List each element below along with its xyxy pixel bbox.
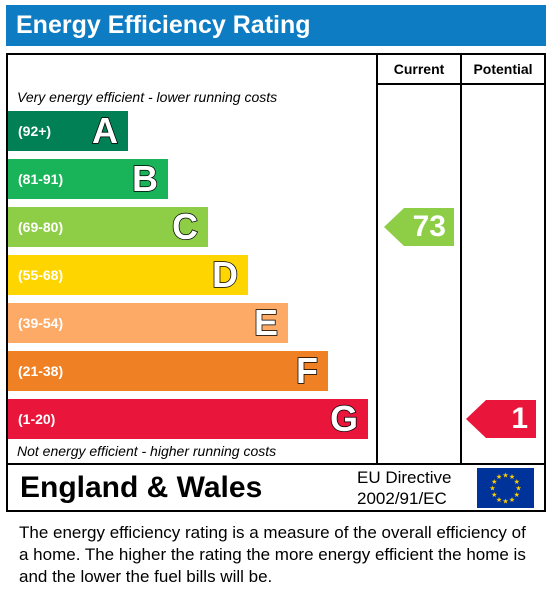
- band-d: (55-68) D: [8, 253, 248, 296]
- band-letter: C: [171, 205, 199, 248]
- flag-star: ★: [514, 491, 520, 499]
- band-c: (69-80) C: [8, 205, 208, 248]
- band-g: (1-20) G: [8, 397, 368, 440]
- eu-flag-icon: ★ ★ ★ ★ ★ ★ ★ ★ ★ ★ ★ ★: [477, 468, 534, 508]
- band-range-label: (69-80): [18, 219, 64, 235]
- directive-line-1: EU Directive: [357, 468, 452, 487]
- potential-rating-arrow: 1: [466, 400, 536, 438]
- band-range-label: (81-91): [18, 171, 64, 187]
- column-divider-potential: [460, 55, 462, 463]
- band-f: (21-38) F: [8, 349, 328, 392]
- band-range-label: (21-38): [18, 363, 64, 379]
- flag-star: ★: [502, 498, 508, 506]
- band-letter: B: [131, 157, 159, 200]
- flag-star: ★: [496, 473, 502, 481]
- footer-divider: [8, 463, 544, 465]
- band-e: (39-54) E: [8, 301, 288, 344]
- band-letter: F: [295, 349, 319, 392]
- flag-star: ★: [515, 485, 521, 493]
- rating-chart: Current Potential Very energy efficient …: [6, 53, 546, 512]
- band-letter: A: [91, 109, 119, 152]
- caption-text: The energy efficiency rating is a measur…: [19, 523, 526, 586]
- band-b: (81-91) B: [8, 157, 168, 200]
- band-letter: D: [211, 253, 239, 296]
- flag-star: ★: [491, 478, 497, 486]
- eu-directive: EU Directive 2002/91/EC: [357, 467, 451, 509]
- band-letter: G: [329, 397, 359, 440]
- top-note: Very energy efficient - lower running co…: [17, 89, 278, 105]
- page-title: Energy Efficiency Rating: [6, 5, 546, 46]
- flag-star: ★: [509, 473, 515, 481]
- band-range-label: (55-68): [18, 267, 64, 283]
- flag-star: ★: [496, 496, 502, 504]
- band-letter: E: [253, 301, 279, 344]
- flag-star: ★: [514, 478, 520, 486]
- flag-star: ★: [502, 472, 508, 480]
- flag-star: ★: [489, 485, 495, 493]
- flag-star: ★: [509, 496, 515, 504]
- band-range-label: (92+): [18, 123, 52, 139]
- column-header-potential: Potential: [473, 61, 533, 77]
- region-label: England & Wales: [20, 471, 263, 504]
- band-range-label: (1-20): [18, 411, 56, 427]
- flag-star: ★: [491, 491, 497, 499]
- column-divider-current: [376, 55, 378, 463]
- band-range-label: (39-54): [18, 315, 64, 331]
- directive-line-2: 2002/91/EC: [357, 489, 447, 508]
- current-rating-arrow: 73: [384, 208, 454, 246]
- bottom-note: Not energy efficient - higher running co…: [17, 443, 277, 459]
- header-divider: [376, 83, 546, 85]
- band-a: (92+) A: [8, 109, 128, 152]
- column-header-current: Current: [393, 61, 445, 77]
